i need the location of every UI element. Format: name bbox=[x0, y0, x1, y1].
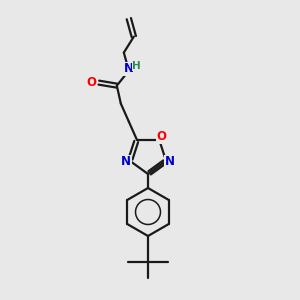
Text: N: N bbox=[121, 155, 131, 168]
Text: N: N bbox=[124, 62, 134, 75]
Text: O: O bbox=[156, 130, 166, 143]
Text: O: O bbox=[87, 76, 97, 89]
Text: H: H bbox=[133, 61, 141, 70]
Text: N: N bbox=[165, 155, 175, 168]
